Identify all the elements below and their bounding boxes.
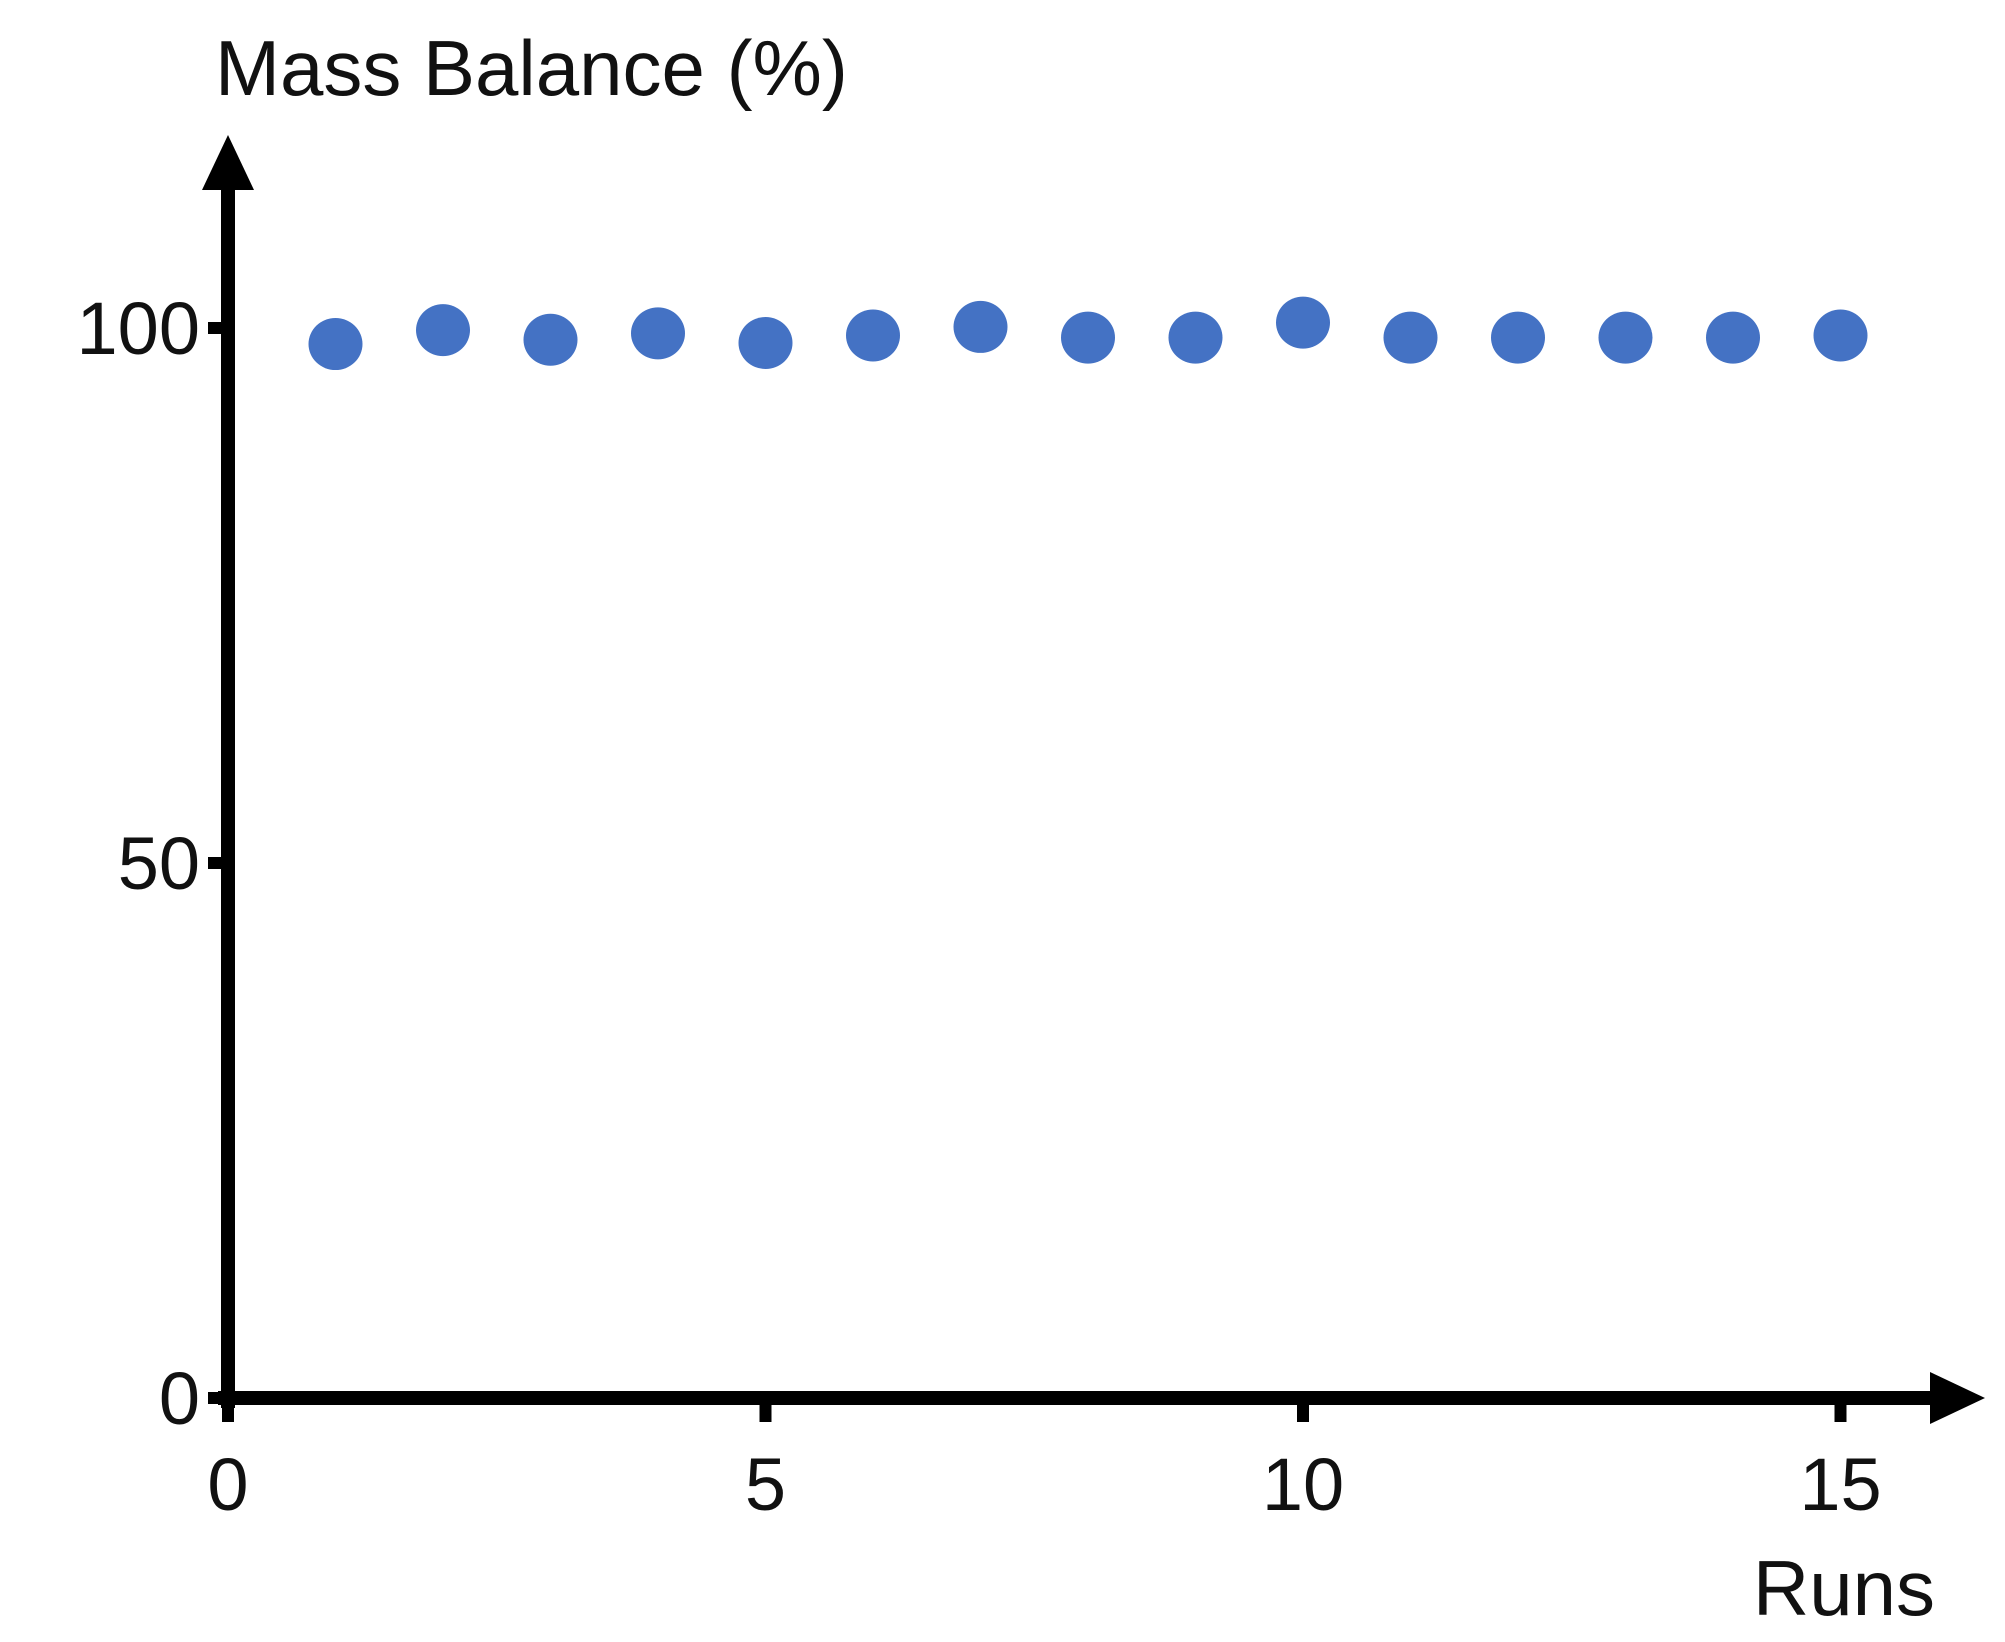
- x-axis-arrow: [1930, 1372, 1985, 1424]
- x-ticks-group: 0 5 10 15: [207, 1398, 1882, 1526]
- x-tick-label: 15: [1799, 1443, 1881, 1526]
- data-point: [1598, 311, 1653, 364]
- y-tick-label: 0: [159, 1357, 200, 1440]
- data-point: [1706, 311, 1760, 364]
- data-point: [631, 307, 685, 360]
- y-tick-label: 50: [118, 822, 200, 905]
- data-point: [523, 313, 578, 366]
- data-point: [1061, 311, 1115, 364]
- data-point: [846, 309, 900, 362]
- y-axis-title: Mass Balance (%): [215, 24, 848, 112]
- x-tick-label: 0: [207, 1443, 248, 1526]
- data-point: [953, 300, 1008, 353]
- data-point: [738, 316, 793, 369]
- data-point: [416, 304, 470, 357]
- x-axis-title: Runs: [1753, 1544, 1935, 1632]
- x-tick-label: 5: [745, 1443, 786, 1526]
- data-point: [308, 318, 363, 371]
- data-points-group: [308, 296, 1868, 371]
- data-point: [1168, 311, 1223, 364]
- axes-group: [202, 135, 1985, 1424]
- y-ticks-group: 0 50 100: [77, 287, 228, 1440]
- x-tick-label: 10: [1262, 1443, 1344, 1526]
- y-tick-label: 100: [77, 287, 200, 370]
- y-axis-arrow: [202, 135, 254, 190]
- data-point: [1276, 296, 1330, 349]
- data-point: [1491, 311, 1545, 364]
- data-point: [1383, 311, 1438, 364]
- data-point: [1813, 309, 1868, 362]
